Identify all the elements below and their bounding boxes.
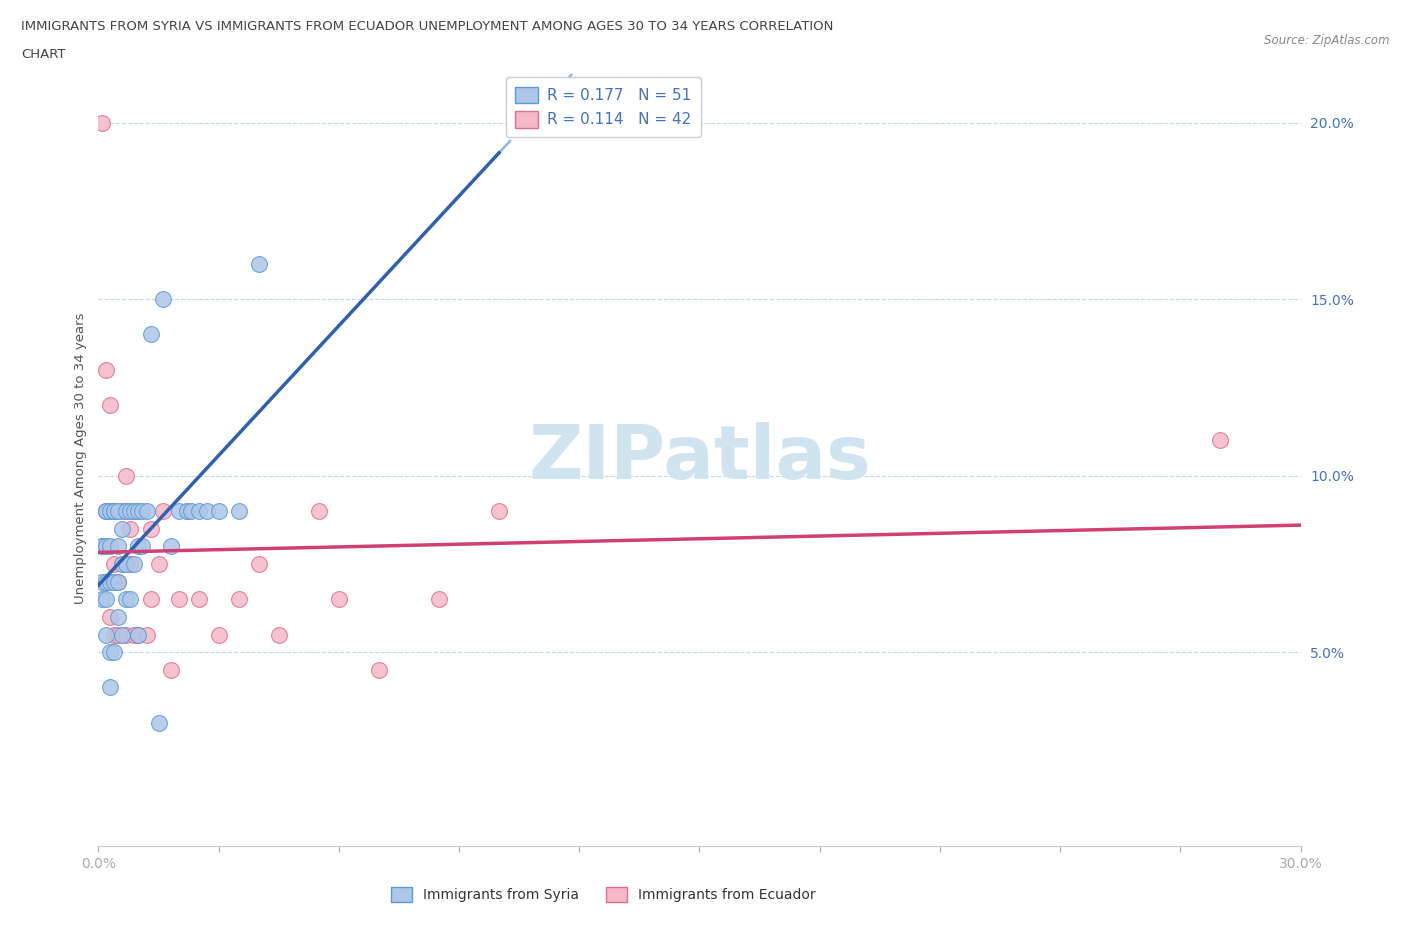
Point bbox=[100, 503, 122, 518]
Point bbox=[131, 538, 153, 553]
Point bbox=[103, 556, 125, 571]
Point bbox=[159, 538, 181, 553]
Point bbox=[96, 503, 118, 518]
Point bbox=[91, 538, 114, 553]
Point bbox=[120, 591, 142, 606]
Point bbox=[135, 627, 157, 642]
Point bbox=[120, 556, 142, 571]
Point bbox=[328, 591, 350, 606]
Point bbox=[488, 503, 510, 518]
Legend: Immigrants from Syria, Immigrants from Ecuador: Immigrants from Syria, Immigrants from E… bbox=[384, 880, 823, 910]
Point bbox=[103, 503, 125, 518]
Point bbox=[115, 503, 138, 518]
Point bbox=[176, 503, 198, 518]
Point bbox=[107, 574, 129, 589]
Point bbox=[107, 609, 129, 624]
Point bbox=[139, 327, 162, 342]
Point bbox=[111, 556, 134, 571]
Point bbox=[96, 574, 118, 589]
Y-axis label: Unemployment Among Ages 30 to 34 years: Unemployment Among Ages 30 to 34 years bbox=[75, 312, 87, 604]
Point bbox=[120, 503, 142, 518]
Point bbox=[100, 503, 122, 518]
Text: CHART: CHART bbox=[21, 48, 66, 61]
Point bbox=[96, 591, 118, 606]
Point bbox=[100, 574, 122, 589]
Point bbox=[120, 521, 142, 536]
Point bbox=[247, 257, 270, 272]
Point bbox=[107, 538, 129, 553]
Point bbox=[124, 503, 146, 518]
Point bbox=[115, 627, 138, 642]
Point bbox=[107, 503, 129, 518]
Text: Source: ZipAtlas.com: Source: ZipAtlas.com bbox=[1264, 34, 1389, 47]
Point bbox=[195, 503, 218, 518]
Point bbox=[111, 503, 134, 518]
Point bbox=[228, 503, 250, 518]
Point bbox=[368, 662, 391, 677]
Point bbox=[100, 644, 122, 659]
Point bbox=[159, 662, 181, 677]
Point bbox=[152, 503, 174, 518]
Point bbox=[1209, 433, 1232, 448]
Point bbox=[180, 503, 202, 518]
Text: ZIPatlas: ZIPatlas bbox=[529, 421, 870, 495]
Point bbox=[139, 521, 162, 536]
Point bbox=[267, 627, 290, 642]
Point bbox=[135, 503, 157, 518]
Point bbox=[128, 627, 150, 642]
Point bbox=[167, 591, 190, 606]
Point bbox=[111, 627, 134, 642]
Point bbox=[96, 538, 118, 553]
Point bbox=[131, 503, 153, 518]
Point bbox=[208, 503, 231, 518]
Point bbox=[100, 398, 122, 413]
Text: IMMIGRANTS FROM SYRIA VS IMMIGRANTS FROM ECUADOR UNEMPLOYMENT AMONG AGES 30 TO 3: IMMIGRANTS FROM SYRIA VS IMMIGRANTS FROM… bbox=[21, 20, 834, 33]
Point bbox=[128, 538, 150, 553]
Point bbox=[96, 503, 118, 518]
Point bbox=[128, 627, 150, 642]
Point bbox=[96, 574, 118, 589]
Point bbox=[111, 556, 134, 571]
Point bbox=[187, 503, 209, 518]
Point bbox=[91, 574, 114, 589]
Point bbox=[111, 521, 134, 536]
Point bbox=[124, 503, 146, 518]
Point bbox=[96, 627, 118, 642]
Point bbox=[96, 503, 118, 518]
Point bbox=[91, 538, 114, 553]
Point bbox=[96, 363, 118, 378]
Point bbox=[427, 591, 450, 606]
Point bbox=[308, 503, 330, 518]
Point bbox=[124, 556, 146, 571]
Point bbox=[176, 503, 198, 518]
Point bbox=[128, 503, 150, 518]
Point bbox=[100, 609, 122, 624]
Point bbox=[124, 627, 146, 642]
Point bbox=[247, 556, 270, 571]
Point bbox=[91, 115, 114, 130]
Point bbox=[91, 591, 114, 606]
Point bbox=[103, 503, 125, 518]
Point bbox=[167, 503, 190, 518]
Point bbox=[228, 591, 250, 606]
Point bbox=[148, 556, 170, 571]
Point bbox=[139, 591, 162, 606]
Point bbox=[103, 627, 125, 642]
Point bbox=[152, 292, 174, 307]
Point bbox=[103, 644, 125, 659]
Point bbox=[187, 591, 209, 606]
Point bbox=[100, 538, 122, 553]
Point bbox=[103, 503, 125, 518]
Point bbox=[115, 503, 138, 518]
Point bbox=[128, 503, 150, 518]
Point bbox=[148, 715, 170, 730]
Point bbox=[115, 591, 138, 606]
Point bbox=[107, 627, 129, 642]
Point bbox=[115, 556, 138, 571]
Point bbox=[107, 574, 129, 589]
Point bbox=[103, 574, 125, 589]
Point bbox=[208, 627, 231, 642]
Point bbox=[100, 680, 122, 695]
Point bbox=[115, 468, 138, 483]
